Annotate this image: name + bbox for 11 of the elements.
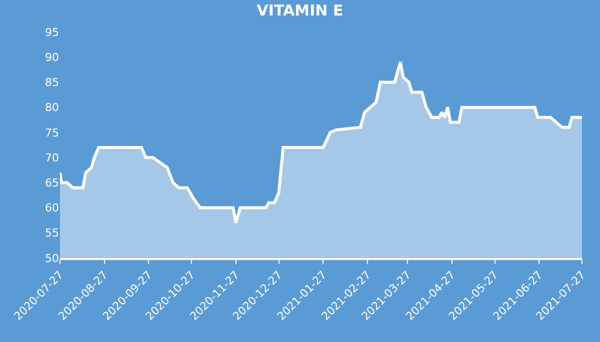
y-tick-label: 85 <box>45 76 59 90</box>
y-tick-label: 95 <box>45 26 59 39</box>
y-tick-label: 70 <box>45 151 59 164</box>
y-tick-label: 55 <box>45 226 59 240</box>
y-tick-label: 60 <box>45 202 59 215</box>
y-tick-label: 80 <box>45 101 59 114</box>
y-tick-label: 75 <box>45 126 59 140</box>
y-tick-label: 50 <box>45 252 59 265</box>
y-tick-label: 65 <box>45 176 59 190</box>
y-tick-label: 90 <box>45 50 59 64</box>
chart-title: VITAMIN E <box>256 2 344 20</box>
